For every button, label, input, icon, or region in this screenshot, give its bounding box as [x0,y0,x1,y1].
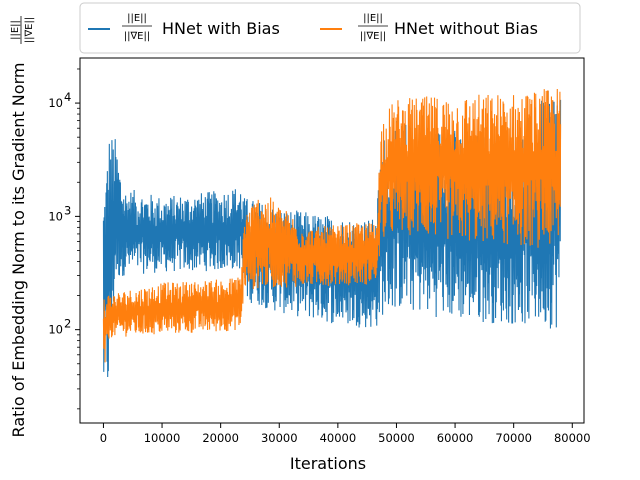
series-layer [102,88,562,377]
legend-label-hnet-without-bias: HNet without Bias [394,19,538,38]
legend-frac-num-hnet-without-bias: ||E|| [363,13,383,24]
legend-frac-den-hnet-with-bias: ||∇E|| [124,31,150,42]
legend-frac-num-hnet-with-bias: ||E|| [127,13,147,24]
x-tick-label: 70000 [495,431,532,445]
legend: ||E|| ||∇E|| HNet with Bias ||E|| ||∇E||… [79,2,581,54]
y-axis-label-frac-den: ||∇E|| [24,17,35,43]
y-tick-label: 10 [48,96,63,110]
x-tick-label: 10000 [144,431,181,445]
legend-frac-den-hnet-without-bias: ||∇E|| [360,31,386,42]
y-tick-exponent: 4 [64,90,71,104]
x-tick-label: 50000 [378,431,415,445]
y-tick-exponent: 3 [64,203,71,217]
x-tick-label: 0 [100,431,107,445]
y-axis-label-group: Ratio of Embedding Norm to its Gradient … [9,16,35,437]
y-tick-label: 10 [48,209,63,223]
y-tick-label: 10 [48,323,63,337]
y-axis-label-frac-num: ||E|| [10,20,21,40]
x-axis-label: Iterations [290,454,366,473]
legend-label-hnet-with-bias: HNet with Bias [162,19,280,38]
series-line-hnet-without-bias [102,88,562,363]
x-tick-label: 20000 [202,431,239,445]
x-axis: 0 10000 20000 30000 40000 50000 60000 70000 8000… [100,423,591,445]
y-tick-exponent: 2 [64,317,71,331]
y-axis-label: Ratio of Embedding Norm to its Gradient … [9,63,28,438]
x-tick-label: 60000 [437,431,474,445]
plot-area-frame [79,57,585,424]
x-tick-label: 40000 [320,431,357,445]
x-tick-label: 80000 [554,431,591,445]
x-tick-label: 30000 [261,431,298,445]
